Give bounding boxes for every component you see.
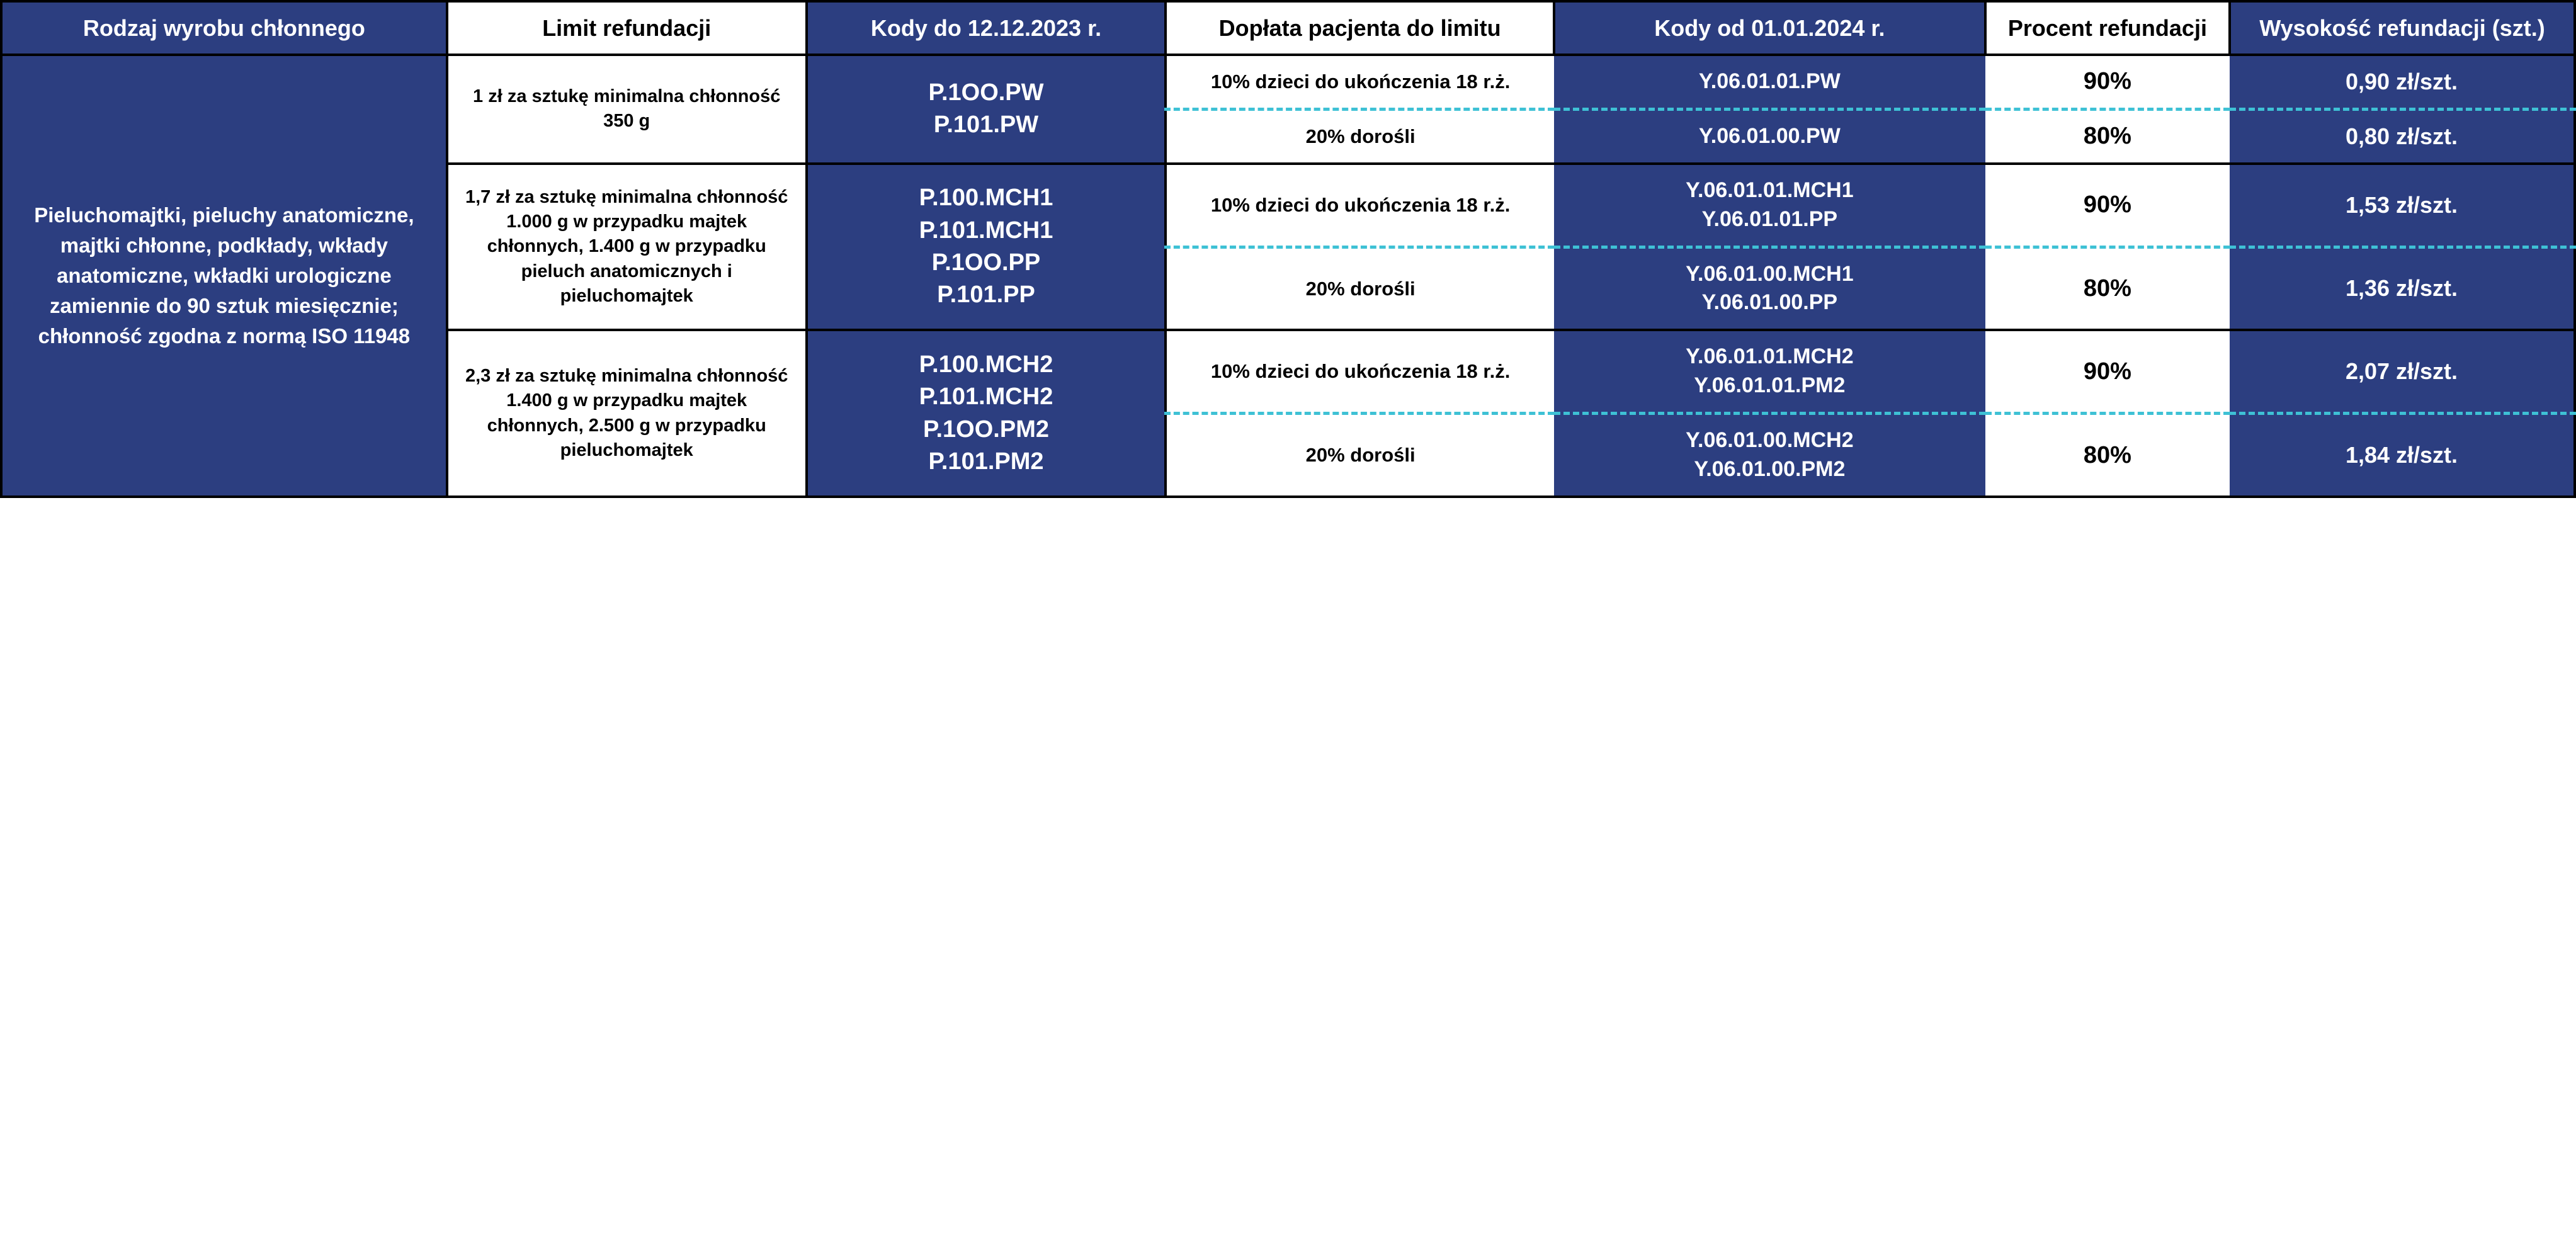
percent-cell: 80% — [1985, 109, 2230, 163]
new-code: Y.06.01.01.MCH2 — [1560, 343, 1979, 371]
amount-cell: 1,53 zł/szt. — [2230, 164, 2575, 247]
amount-cell: 0,80 zł/szt. — [2230, 109, 2575, 163]
new-code: Y.06.01.01.PP — [1560, 205, 1979, 234]
old-code: P.100.MCH2 — [814, 349, 1159, 381]
new-codes-cell: Y.06.01.01.MCH1 Y.06.01.01.PP — [1554, 164, 1985, 247]
refund-table: Rodzaj wyrobu chłonnego Limit refundacji… — [0, 0, 2576, 498]
header-refund-limit: Limit refundacji — [447, 1, 807, 55]
percent-cell: 80% — [1985, 414, 2230, 497]
new-codes-cell: Y.06.01.01.PW — [1554, 55, 1985, 109]
new-code: Y.06.01.00.MCH2 — [1560, 426, 1979, 455]
percent-cell: 90% — [1985, 164, 2230, 247]
surcharge-cell: 10% dzieci do ukończenia 18 r.ż. — [1166, 55, 1553, 109]
header-codes-from: Kody od 01.01.2024 r. — [1554, 1, 1985, 55]
old-code: P.1OO.PW — [814, 77, 1159, 109]
new-code: Y.06.01.00.PW — [1560, 122, 1979, 151]
limit-cell: 2,3 zł za sztukę minimalna chłonność 1.4… — [447, 330, 807, 497]
limit-cell: 1,7 zł za sztukę minimalna chłonność 1.0… — [447, 164, 807, 331]
header-product-type: Rodzaj wyrobu chłonnego — [1, 1, 447, 55]
amount-cell: 1,84 zł/szt. — [2230, 414, 2575, 497]
new-codes-cell: Y.06.01.00.MCH2 Y.06.01.00.PM2 — [1554, 414, 1985, 497]
old-code: P.100.MCH1 — [814, 182, 1159, 214]
old-code: P.101.PM2 — [814, 446, 1159, 478]
new-codes-cell: Y.06.01.01.MCH2 Y.06.01.01.PM2 — [1554, 330, 1985, 413]
old-codes-cell: P.100.MCH2 P.101.MCH2 P.1OO.PM2 P.101.PM… — [807, 330, 1166, 497]
surcharge-cell: 20% dorośli — [1166, 109, 1553, 163]
amount-cell: 1,36 zł/szt. — [2230, 247, 2575, 330]
old-code: P.101.MCH1 — [814, 215, 1159, 247]
limit-cell: 1 zł za sztukę minimalna chłonność 350 g — [447, 55, 807, 164]
header-patient-surcharge: Dopłata pacjenta do limitu — [1166, 1, 1553, 55]
new-code: Y.06.01.01.PW — [1560, 67, 1979, 96]
header-refund-percent: Procent refundacji — [1985, 1, 2230, 55]
old-codes-cell: P.1OO.PW P.101.PW — [807, 55, 1166, 164]
old-code: P.101.PW — [814, 109, 1159, 141]
old-code: P.101.PP — [814, 279, 1159, 311]
new-code: Y.06.01.01.PM2 — [1560, 371, 1979, 400]
new-code: Y.06.01.00.PM2 — [1560, 455, 1979, 484]
new-code: Y.06.01.00.MCH1 — [1560, 260, 1979, 289]
percent-cell: 80% — [1985, 247, 2230, 330]
old-code: P.1OO.PM2 — [814, 414, 1159, 446]
new-code: Y.06.01.01.MCH1 — [1560, 176, 1979, 205]
old-code: P.1OO.PP — [814, 247, 1159, 279]
header-row: Rodzaj wyrobu chłonnego Limit refundacji… — [1, 1, 2575, 55]
surcharge-cell: 20% dorośli — [1166, 247, 1553, 330]
new-codes-cell: Y.06.01.00.PW — [1554, 109, 1985, 163]
percent-cell: 90% — [1985, 55, 2230, 109]
new-codes-cell: Y.06.01.00.MCH1 Y.06.01.00.PP — [1554, 247, 1985, 330]
old-code: P.101.MCH2 — [814, 381, 1159, 413]
percent-cell: 90% — [1985, 330, 2230, 413]
new-code: Y.06.01.00.PP — [1560, 288, 1979, 317]
amount-cell: 0,90 zł/szt. — [2230, 55, 2575, 109]
old-codes-cell: P.100.MCH1 P.101.MCH1 P.1OO.PP P.101.PP — [807, 164, 1166, 331]
product-description: Pieluchomajtki, pieluchy anatomiczne, ma… — [1, 55, 447, 497]
surcharge-cell: 10% dzieci do ukończenia 18 r.ż. — [1166, 330, 1553, 413]
surcharge-cell: 10% dzieci do ukończenia 18 r.ż. — [1166, 164, 1553, 247]
table-row: Pieluchomajtki, pieluchy anatomiczne, ma… — [1, 55, 2575, 109]
surcharge-cell: 20% dorośli — [1166, 414, 1553, 497]
header-codes-until: Kody do 12.12.2023 r. — [807, 1, 1166, 55]
header-refund-amount: Wysokość refundacji (szt.) — [2230, 1, 2575, 55]
amount-cell: 2,07 zł/szt. — [2230, 330, 2575, 413]
